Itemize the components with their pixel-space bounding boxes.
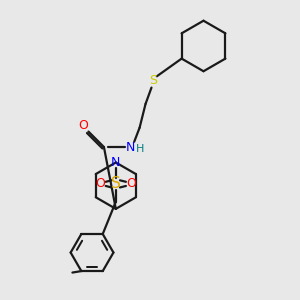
Text: N: N xyxy=(111,156,121,169)
Text: N: N xyxy=(126,140,135,154)
Text: S: S xyxy=(111,176,121,191)
Text: O: O xyxy=(126,177,136,190)
Text: O: O xyxy=(78,119,88,132)
Text: O: O xyxy=(95,177,105,190)
Text: S: S xyxy=(149,74,157,87)
Text: H: H xyxy=(136,144,145,154)
